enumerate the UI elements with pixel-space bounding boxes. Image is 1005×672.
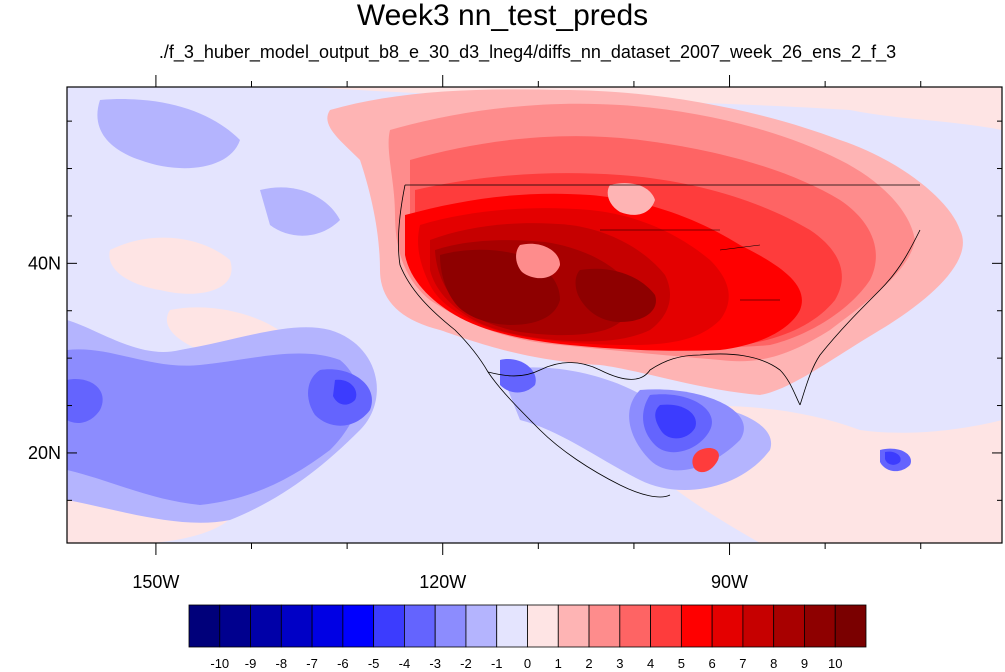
colorbar-level-label: -5	[368, 656, 380, 671]
mexico-coast-line	[487, 371, 671, 498]
colorbar-level-label: 0	[524, 656, 531, 671]
colorbar-level-label: 7	[739, 656, 746, 671]
colorbar-level-label: 5	[678, 656, 685, 671]
lon-tick-label: 120W	[419, 572, 466, 592]
colorbar-swatch	[650, 604, 682, 648]
colorbar: -10 -9 -8 -7 -6 -5 -4 -3 -2 -1 0 1 2 3 4 5 6 7 8 9 10	[188, 604, 867, 671]
colorbar-swatch	[773, 604, 805, 648]
colorbar-swatch	[557, 604, 590, 648]
colorbar-swatch	[434, 604, 467, 648]
colorbar-level-label: 9	[801, 656, 808, 671]
colorbar-level-label: -7	[306, 656, 318, 671]
colorbar-level-label: 6	[709, 656, 716, 671]
colorbar-swatch	[280, 604, 313, 648]
colorbar-swatch	[373, 604, 405, 648]
colorbar-level-label: 3	[616, 656, 623, 671]
colorbar-level-label: 2	[585, 656, 592, 671]
lon-tick-label: 90W	[711, 572, 748, 592]
colorbar-swatch	[804, 604, 836, 648]
colorbar-level-label: -4	[399, 656, 411, 671]
colorbar-level-label: 10	[828, 656, 842, 671]
lon-tick-label: 150W	[132, 572, 179, 592]
colorbar-swatch	[465, 604, 498, 648]
colorbar-level-label: -1	[491, 656, 503, 671]
colorbar-swatch	[496, 604, 528, 648]
colorbar-swatch	[250, 604, 282, 648]
colorbar-swatch	[342, 604, 375, 648]
colorbar-level-label: -10	[210, 656, 229, 671]
colorbar-level-label: 1	[555, 656, 562, 671]
colorbar-level-label: -2	[460, 656, 472, 671]
colorbar-swatch	[527, 604, 559, 648]
lat-tick-label: 40N	[28, 253, 61, 273]
west-coast-line	[397, 184, 489, 373]
colorbar-level-label: -8	[276, 656, 288, 671]
colorbar-swatch	[588, 604, 621, 648]
colorbar-swatch	[404, 604, 436, 648]
colorbar-level-label: -3	[429, 656, 441, 671]
lat-tick-label: 20N	[28, 443, 61, 463]
colorbar-swatch	[711, 604, 744, 648]
colorbar-swatch	[680, 604, 713, 648]
field-very-strong-negative	[333, 379, 901, 465]
map-frame	[66, 86, 1003, 544]
anomaly-field	[67, 87, 1002, 543]
map-title: Week3 nn_test_preds	[356, 0, 649, 32]
colorbar-swatch	[219, 604, 251, 648]
colorbar-swatch	[188, 604, 221, 648]
colorbar-level-label: 8	[770, 656, 777, 671]
longitude-axis: 150W 120W 90W	[132, 75, 922, 592]
gulf-coast-line	[487, 353, 801, 406]
field-moderate-positive	[327, 89, 963, 473]
colorbar-swatch	[619, 604, 651, 648]
latitude-axis: 40N 20N	[28, 120, 1002, 501]
colorbar-swatch	[311, 604, 344, 648]
coastlines	[397, 184, 921, 498]
colorbar-level-label: -6	[337, 656, 349, 671]
east-coast-line	[799, 229, 921, 406]
state-lines	[600, 229, 780, 301]
colorbar-level-label: -9	[245, 656, 257, 671]
colorbar-swatch	[834, 604, 867, 648]
colorbar-swatch	[742, 604, 775, 648]
map-subtitle: ./f_3_huber_model_output_b8_e_30_d3_lneg…	[158, 42, 897, 62]
colorbar-level-label: 4	[647, 656, 654, 671]
